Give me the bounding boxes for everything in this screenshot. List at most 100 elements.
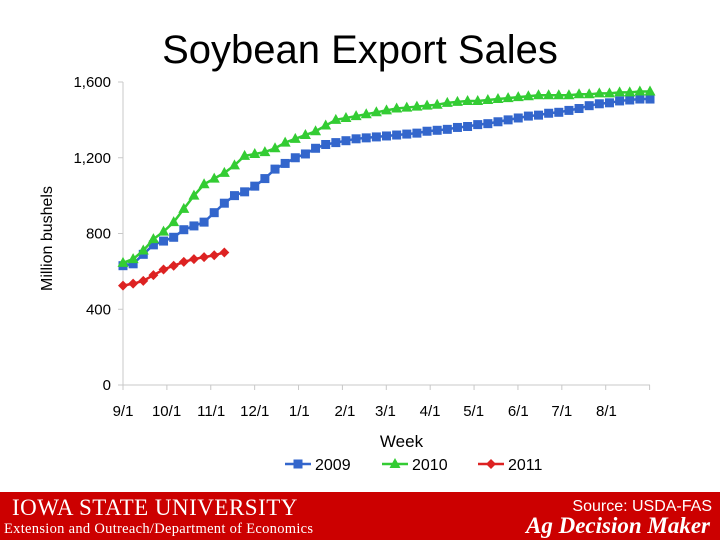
data-point-2009: [645, 94, 655, 104]
data-point-2009: [422, 126, 432, 136]
data-point-2009: [219, 198, 229, 208]
data-point-2010: [117, 256, 129, 267]
x-tick-label: 6/1: [508, 403, 529, 420]
data-point-2009: [615, 96, 625, 106]
data-point-2010: [441, 96, 453, 107]
data-point-2010: [451, 95, 463, 106]
data-point-2010: [289, 132, 301, 143]
data-point-2010: [533, 89, 545, 100]
data-point-2010: [512, 91, 524, 102]
data-point-2009: [280, 158, 290, 168]
data-point-2010: [583, 88, 595, 99]
data-point-2009: [452, 122, 462, 132]
footer-bar: IOWA STATE UNIVERSITY Extension and Outr…: [0, 492, 720, 540]
data-point-2009: [574, 104, 584, 114]
data-point-2010: [391, 102, 403, 113]
data-point-2010: [401, 101, 413, 112]
y-tick-label: 400: [86, 301, 111, 318]
data-point-2009: [432, 125, 442, 135]
legend-marker: [486, 459, 496, 469]
data-point-2009: [148, 240, 158, 250]
university-wordmark: IOWA STATE UNIVERSITY: [12, 495, 298, 520]
data-point-2010: [431, 98, 443, 109]
data-point-2011: [188, 254, 199, 265]
data-point-2009: [412, 128, 422, 138]
data-point-2010: [350, 110, 362, 121]
data-point-2009: [483, 119, 493, 129]
data-point-2009: [513, 113, 523, 123]
data-point-2010: [158, 225, 170, 236]
data-point-2009: [534, 110, 544, 120]
y-tick-label: 1,200: [73, 150, 111, 167]
data-point-2009: [250, 181, 260, 191]
x-tick-label: 9/1: [113, 403, 134, 420]
data-point-2011: [138, 275, 149, 286]
data-point-2011: [219, 247, 230, 258]
data-point-2009: [199, 217, 209, 227]
data-point-2010: [370, 106, 382, 117]
data-point-2010: [299, 129, 311, 140]
data-point-2009: [229, 191, 239, 201]
data-point-2009: [128, 259, 138, 269]
data-point-2009: [361, 133, 371, 143]
data-point-2009: [351, 134, 361, 144]
data-point-2009: [604, 98, 614, 108]
x-tick-label: 3/1: [375, 403, 396, 420]
data-point-2010: [644, 85, 656, 96]
data-point-2009: [290, 153, 300, 163]
data-point-2010: [603, 87, 615, 98]
data-point-2010: [634, 85, 646, 96]
data-point-2009: [371, 132, 381, 142]
legend-marker: [389, 458, 401, 468]
data-point-2011: [158, 264, 169, 275]
data-point-2010: [320, 119, 332, 130]
data-point-2010: [147, 233, 159, 244]
data-point-2009: [473, 120, 483, 130]
data-point-2010: [137, 244, 149, 255]
data-point-2010: [188, 189, 200, 200]
x-tick-label: 1/1: [289, 403, 310, 420]
data-point-2009: [584, 101, 594, 111]
data-point-2009: [523, 111, 533, 121]
data-point-2010: [330, 113, 342, 124]
x-tick-label: 7/1: [551, 403, 572, 420]
data-point-2009: [300, 149, 310, 159]
data-point-2010: [482, 93, 494, 104]
data-point-2010: [421, 99, 433, 110]
legend-label: 2009: [315, 457, 351, 474]
data-point-2009: [594, 99, 604, 109]
data-point-2010: [553, 89, 565, 100]
data-point-2009: [635, 94, 645, 104]
legend-label: 2010: [412, 457, 448, 474]
data-point-2010: [543, 89, 555, 100]
data-point-2010: [259, 146, 271, 157]
data-point-2009: [392, 130, 402, 140]
data-point-2009: [503, 115, 513, 125]
legend-marker: [293, 459, 303, 469]
data-point-2009: [402, 129, 412, 139]
data-point-2010: [279, 136, 291, 147]
data-point-2010: [340, 111, 352, 122]
data-point-2009: [463, 122, 473, 132]
data-point-2010: [168, 216, 180, 227]
data-point-2010: [310, 125, 322, 136]
y-tick-label: 1,600: [73, 74, 111, 91]
data-point-2010: [269, 142, 281, 153]
x-tick-label: 8/1: [596, 403, 617, 420]
data-point-2010: [502, 92, 514, 103]
x-tick-label: 4/1: [420, 403, 441, 420]
data-point-2010: [360, 108, 372, 119]
data-point-2009: [321, 139, 331, 149]
data-point-2009: [179, 225, 189, 235]
data-point-2010: [593, 87, 605, 98]
data-point-2010: [492, 93, 504, 104]
data-point-2009: [311, 143, 321, 153]
data-point-2010: [218, 166, 230, 177]
legend-label: 2011: [508, 457, 543, 474]
x-tick-label: 2/1: [335, 403, 356, 420]
data-point-2009: [240, 187, 250, 197]
x-axis-title: Week: [380, 432, 424, 451]
data-point-2009: [169, 232, 179, 242]
data-point-2010: [228, 159, 240, 170]
data-point-2011: [178, 256, 189, 267]
